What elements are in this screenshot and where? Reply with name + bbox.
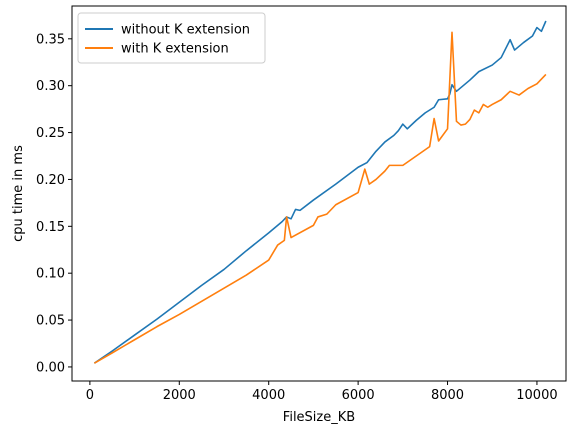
- series-line-with-k-extension: [93, 31, 547, 364]
- x-tick-label: 8000: [431, 388, 464, 403]
- plot-area: [93, 20, 547, 364]
- y-tick-label: 0.05: [36, 314, 65, 329]
- x-tick-label: 4000: [252, 388, 285, 403]
- legend: without K extension with K extension: [77, 12, 266, 64]
- y-tick-label: 0.30: [36, 79, 65, 94]
- legend-label-with-k: with K extension: [121, 42, 229, 57]
- x-tick-label: 0: [86, 388, 94, 403]
- x-tick-label: 10000: [516, 388, 557, 403]
- y-axis-label: cpu time in ms: [11, 145, 26, 242]
- y-tick-label: 0.15: [36, 220, 65, 235]
- series-line-without-k-extension: [93, 20, 547, 364]
- x-tick-label: 2000: [163, 388, 196, 403]
- legend-label-without-k: without K extension: [121, 23, 250, 38]
- x-axis-label: FileSize_KB: [283, 410, 355, 425]
- x-axis-ticks: 0 2000 4000 6000 8000 10000: [86, 381, 558, 403]
- x-tick-label: 6000: [342, 388, 375, 403]
- y-tick-label: 0.25: [36, 126, 65, 141]
- y-tick-label: 0.00: [36, 360, 65, 375]
- axes-frame: [71, 5, 567, 382]
- legend-box: [77, 12, 266, 64]
- y-tick-label: 0.20: [36, 173, 65, 188]
- y-axis-ticks: 0.00 0.05 0.10 0.15 0.20 0.25 0.30 0.35: [36, 32, 72, 375]
- y-tick-label: 0.35: [36, 32, 65, 47]
- y-tick-label: 0.10: [36, 267, 65, 282]
